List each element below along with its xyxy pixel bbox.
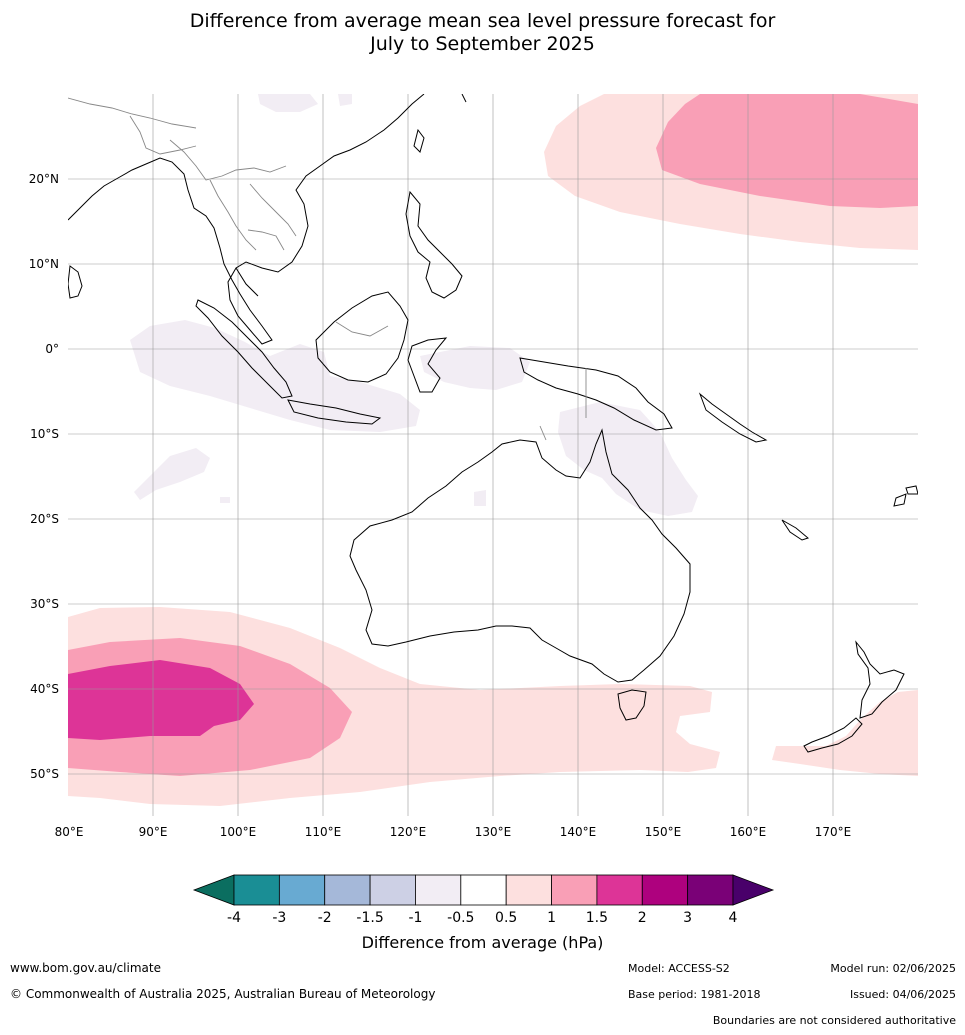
lon-label-80e: 80°E <box>55 825 84 839</box>
lat-label-20s: 20°S <box>30 512 59 526</box>
title-line-2: July to September 2025 <box>370 33 595 55</box>
colorbar-segment <box>460 874 507 906</box>
colorbar-segment <box>233 874 280 906</box>
lat-label-20n: 20°N <box>29 172 59 186</box>
borneo-outline <box>315 291 409 383</box>
lat-label-30s: 30°S <box>30 597 59 611</box>
anomaly-region-south-1p5 <box>68 660 254 740</box>
colorbar-segment <box>687 874 734 906</box>
colorbar-segment <box>551 874 598 906</box>
colorbar-segment <box>641 874 689 906</box>
colorbar-tick-label: -0.5 <box>447 910 474 926</box>
title-line-1: Difference from average mean sea level p… <box>189 10 776 32</box>
colorbar-tick-labels: -4 -3 -2 -1.5 -1 -0.5 0.5 1 1.5 2 3 4 <box>227 910 738 926</box>
anomaly-region-blob-4 <box>474 490 486 506</box>
lat-label-50s: 50°S <box>30 767 59 781</box>
map-area <box>68 94 918 816</box>
colorbar-tick-label: 1 <box>547 910 556 926</box>
footer-model: Model: ACCESS-S2 <box>628 962 730 975</box>
footer-copyright: © Commonwealth of Australia 2025, Austra… <box>10 987 436 1001</box>
anomaly-region-maritime-neg <box>420 346 530 390</box>
lon-label-170e: 170°E <box>815 825 852 839</box>
political-borders <box>68 97 587 441</box>
colorbar-tick-label: 3 <box>683 910 692 926</box>
lon-axis-labels: 80°E 90°E 100°E 110°E 120°E 130°E 140°E … <box>55 825 852 839</box>
new-guinea-outline <box>519 357 673 431</box>
lat-axis-labels: 20°N 10°N 0° 10°S 20°S 30°S 40°S 50°S <box>29 172 59 781</box>
sri-lanka-outline <box>68 265 83 299</box>
taiwan-outline <box>413 128 425 153</box>
lon-label-140e: 140°E <box>560 825 597 839</box>
anomaly-region-blob-5 <box>220 497 230 503</box>
footer-model-run: Model run: 02/06/2025 <box>830 962 956 975</box>
colorbar-tick-label: -3 <box>272 910 286 926</box>
fiji-outline <box>893 485 918 507</box>
lat-label-40s: 40°S <box>30 682 59 696</box>
gulf-of-thailand-coast <box>235 267 259 297</box>
colorbar-over-arrow <box>732 874 775 906</box>
colorbar-tick-label: 2 <box>638 910 647 926</box>
lon-label-110e: 110°E <box>305 825 342 839</box>
anomaly-region-blob-3 <box>338 94 352 106</box>
colorbar-segment <box>596 874 643 906</box>
footer-website[interactable]: www.bom.gov.au/climate <box>10 961 161 975</box>
colorbar-segment <box>369 874 416 906</box>
colorbar-tick-label: -1.5 <box>356 910 383 926</box>
lon-label-150e: 150°E <box>645 825 682 839</box>
colorbar-segment <box>415 874 462 906</box>
asia-coastline <box>68 94 425 345</box>
lon-label-90e: 90°E <box>139 825 168 839</box>
colorbar-tick-label: 0.5 <box>495 910 517 926</box>
lon-label-160e: 160°E <box>730 825 767 839</box>
anomaly-region-indian-neg <box>130 320 420 432</box>
colorbar-tick-label: -4 <box>227 910 241 926</box>
lat-label-10s: 10°S <box>30 427 59 441</box>
colorbar-segment <box>324 874 371 906</box>
tasmania-outline <box>617 689 647 721</box>
lat-label-10n: 10°N <box>29 257 59 271</box>
philippines-outline <box>405 190 463 299</box>
anomaly-region-north-1 <box>656 94 918 208</box>
lon-label-120e: 120°E <box>390 825 427 839</box>
colorbar-tick-label: -2 <box>318 910 332 926</box>
lon-label-100e: 100°E <box>220 825 257 839</box>
anomaly-region-tasman-0p5 <box>772 690 918 776</box>
solomon-islands-outline <box>698 392 768 443</box>
colorbar-tick-label: 1.5 <box>586 910 608 926</box>
colorbar-segments <box>233 874 734 906</box>
new-zealand-south-outline <box>803 717 863 753</box>
sulawesi-outline <box>407 337 448 393</box>
colorbar-segment <box>278 874 326 906</box>
lat-label-0: 0° <box>45 342 59 356</box>
new-zealand-north-outline <box>855 640 905 719</box>
lon-label-130e: 130°E <box>475 825 512 839</box>
colorbar: -4 -3 -2 -1.5 -1 -0.5 0.5 1 1.5 2 3 4 <box>192 874 775 926</box>
footer-disclaimer: Boundaries are not considered authoritat… <box>712 1014 956 1027</box>
java-outline <box>287 399 382 425</box>
map-title: Difference from average mean sea level p… <box>0 10 965 56</box>
new-caledonia-outline <box>781 519 810 541</box>
footer-issued: Issued: 04/06/2025 <box>849 988 956 1001</box>
colorbar-under-arrow <box>192 874 235 906</box>
ryukyu-outline <box>461 94 467 103</box>
colorbar-segment <box>505 874 552 906</box>
sumatra-outline <box>195 299 293 399</box>
colorbar-tick-label: 4 <box>729 910 738 926</box>
australia-outline <box>349 428 691 683</box>
coastlines <box>68 94 918 753</box>
anomaly-region-blob-2 <box>258 94 318 112</box>
colorbar-tick-label: -1 <box>408 910 422 926</box>
colorbar-title: Difference from average (hPa) <box>361 933 604 952</box>
footer-base-period: Base period: 1981-2018 <box>628 988 761 1001</box>
